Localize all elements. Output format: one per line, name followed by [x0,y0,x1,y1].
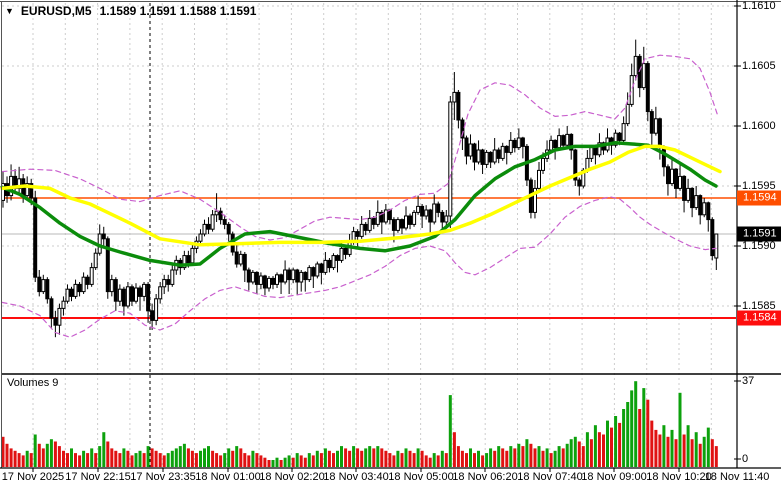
bollinger-lower-band [1,196,717,338]
time-axis-label: 18 Nov 05:00 [388,471,454,483]
chart-title: ▼ EURUSD,M5 1.1589 1.1591 1.1588 1.1591 [5,4,256,18]
candles-layer [1,39,719,338]
time-axis-label: 17 Nov 23:35 [130,471,196,483]
ma-yellow-line [0,144,722,247]
time-axis-label: 18 Nov 03:40 [323,471,389,483]
time-axis-label: 18 Nov 10:20 [646,471,712,483]
volume-indicator-label: Volumes 9 [7,377,59,389]
volume-bars [1,381,718,467]
time-axis-label: 17 Nov 22:15 [65,471,131,483]
symbol-dropdown-icon[interactable]: ▼ [5,6,14,16]
time-axis-label: 18 Nov 07:40 [517,471,583,483]
time-axis-label: 18 Nov 06:20 [452,471,518,483]
volume-axis-min-label: 0 [742,453,749,465]
time-axis-label: 18 Nov 09:00 [581,471,647,483]
price-axis-label: 1.1605 [742,60,776,72]
time-axis-label: 18 Nov 11:40 [704,471,770,483]
price-axis-label: 1.1585 [742,300,776,312]
price-marker-badge: 1.1591 [737,226,781,242]
bollinger-upper-band [1,54,719,241]
price-marker-badge: 1.1594 [737,190,781,206]
ma-green-line [0,141,718,267]
price-marker-badge: 1.1584 [737,310,781,326]
price-axis-label: 1.1610 [742,0,776,12]
price-axis-label: 1.1600 [742,120,776,132]
price-axis-label: 1.1595 [742,180,776,192]
price-axis-label: 1.1590 [742,240,776,252]
volume-axis-max-label: 37 [742,375,755,387]
ohlc-values: 1.1589 1.1591 1.1588 1.1591 [99,4,257,18]
symbol-timeframe-label: EURUSD,M5 [20,4,92,18]
time-axis-label: 18 Nov 01:00 [195,471,261,483]
time-axis-label: 17 Nov 2025 [1,471,65,483]
time-axis-label: 18 Nov 02:20 [259,471,325,483]
